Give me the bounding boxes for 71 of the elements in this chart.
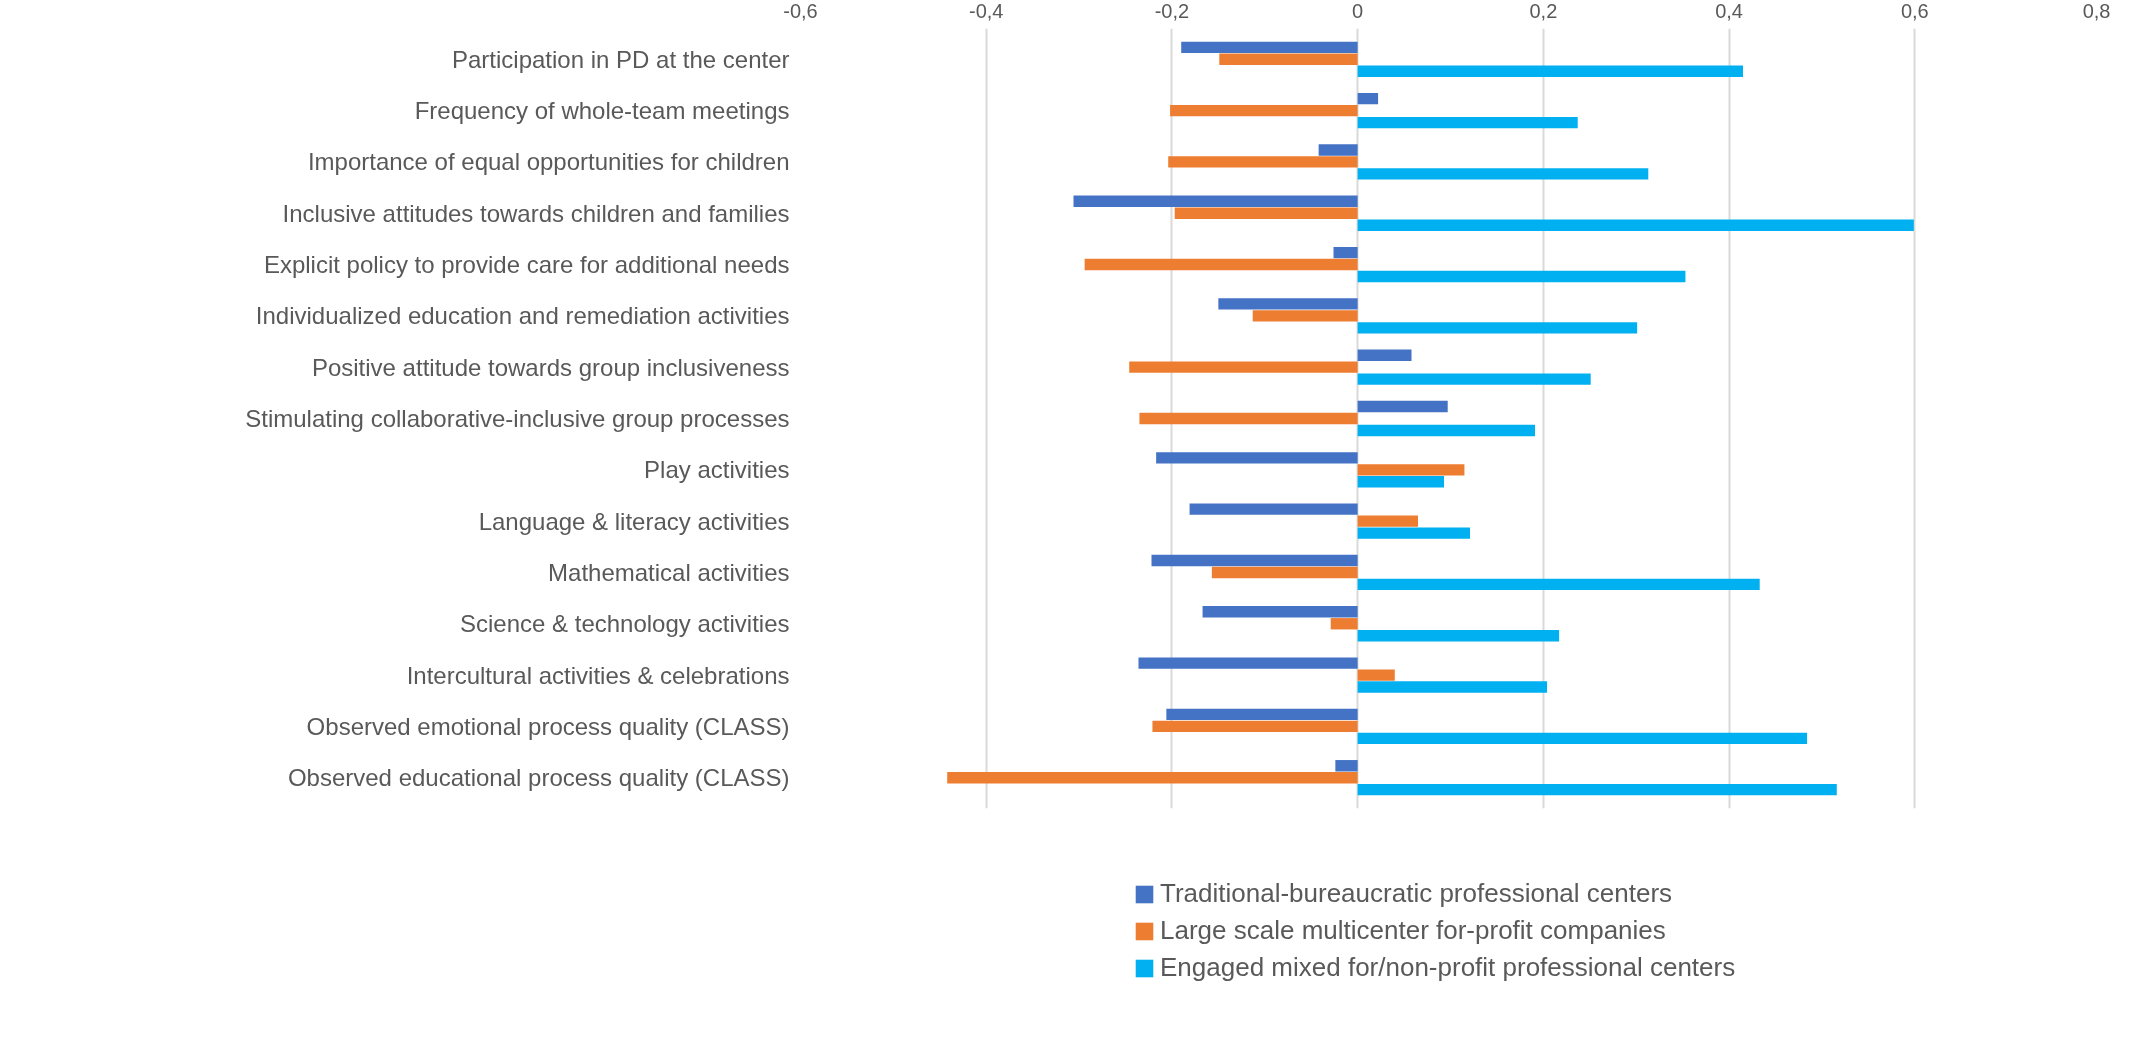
bar [1357,630,1560,642]
y-tick-label: Explicit policy to provide care for additional needs [263,251,790,279]
x-tick-label: -0,6 [783,0,818,22]
legend-label: Engaged mixed for/non-profit professional centers [1160,952,1736,983]
y-tick-label: Importance of equal opportunities for children [307,148,790,176]
y-tick-label: Individualized education and remediation activities [255,302,790,330]
y-tick-label: Intercultural activities & celebrations [406,661,790,689]
bar [1202,606,1358,618]
x-tick-label: 0,2 [1529,0,1558,22]
bar [1152,720,1358,733]
y-tick-label: Stimulating collaborative-inclusive group processes [245,405,790,432]
y-tick-label: Frequency of whole-team meetings [414,97,790,125]
legend-label: Traditional-bureaucratic professional centers [1160,878,1673,909]
y-tick-label: Inclusive attitudes towards children and families [282,199,790,227]
bar [1357,65,1743,77]
y-tick-label: Play activities [644,456,790,484]
x-tick-label: 0 [1352,0,1364,22]
bar [1357,578,1760,591]
bar [1333,246,1358,259]
bar [1181,41,1358,53]
bar [1084,258,1358,271]
y-tick-label: Participation in PD at the center [451,45,790,73]
bar [1357,424,1535,437]
bar [1357,400,1448,413]
y-tick-label: Science & technology activities [459,610,790,638]
bar [1357,373,1591,385]
x-tick-label: 0,4 [1715,0,1743,22]
bar [1218,298,1358,310]
bar [1357,92,1379,105]
bar [1357,270,1686,283]
bar [1174,207,1358,219]
bar [1357,322,1638,334]
bar [1151,554,1358,567]
bar [1211,566,1358,579]
bar [1357,681,1548,693]
y-tick-label: Observed educational process quality (CLASS) [287,764,790,792]
bar [1357,669,1395,681]
y-tick-label: Language & literacy activities [478,507,790,535]
bar [1357,168,1649,180]
y-tick-label: Observed emotional process quality (CLASS) [306,712,790,740]
y-tick-label: Mathematical activities [548,558,790,586]
bar [1335,760,1358,772]
bar [1139,412,1358,425]
bar [1166,708,1358,721]
bar [947,772,1358,784]
x-tick-label: -0,2 [1154,0,1190,22]
bar [1156,452,1358,464]
y-tick-label: Positive attitude towards group inclusiveness [311,353,790,381]
bar [1357,476,1444,488]
bar [1219,53,1358,65]
bar [1170,104,1358,117]
bar [1357,732,1808,745]
x-tick-label: 0,8 [2082,0,2111,22]
bar [1129,361,1358,373]
bar [1357,464,1465,476]
bar [1357,349,1412,361]
bar [1357,219,1914,231]
bar [1168,156,1358,168]
bar [1357,784,1837,796]
bar [1318,144,1358,156]
bar [1357,515,1418,527]
x-tick-label: 0,6 [1900,0,1929,22]
x-tick-label: -0,4 [968,0,1004,22]
bar [1189,503,1358,515]
bar [1357,116,1578,129]
bar [1252,310,1358,322]
legend-label: Large scale multicenter for-profit companies [1160,915,1666,946]
bar [1073,195,1358,207]
bar [1357,527,1470,539]
bar [1330,618,1358,630]
bar [1138,657,1358,669]
